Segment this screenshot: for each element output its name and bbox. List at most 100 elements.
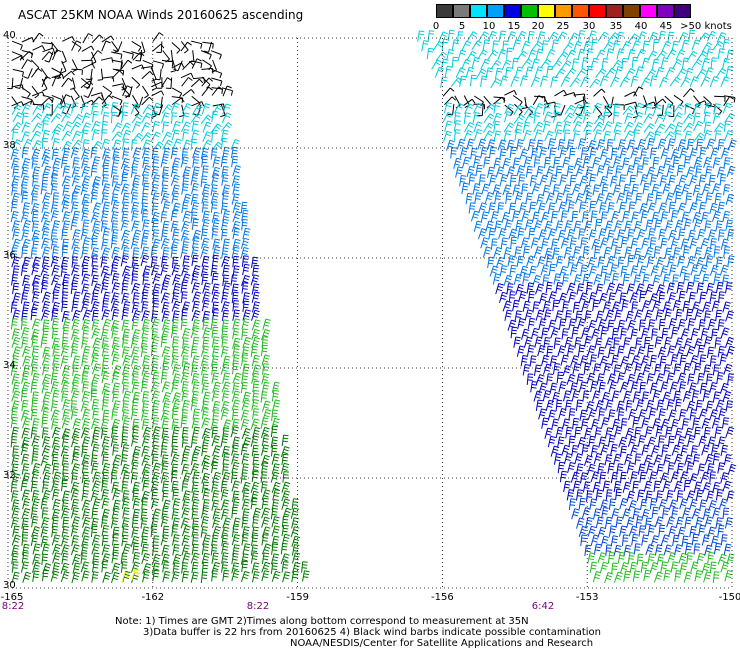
wind-barb [41, 246, 51, 258]
wind-barb [120, 561, 128, 573]
wind-barb [620, 236, 628, 249]
wind-barb [576, 517, 585, 529]
wind-barb [61, 479, 68, 492]
wind-barb [648, 228, 656, 240]
wind-barb [42, 94, 54, 104]
wind-barb [667, 255, 676, 267]
wind-barb [20, 292, 29, 304]
wind-barb [222, 419, 232, 431]
wind-barb [524, 112, 535, 123]
wind-barb [725, 193, 735, 205]
wind-barb [151, 147, 159, 160]
wind-barb [706, 346, 715, 359]
wind-barb [513, 273, 523, 285]
wind-barb [171, 62, 185, 69]
wind-barb [470, 147, 478, 160]
wind-barb [592, 102, 603, 114]
wind-barb [709, 76, 720, 88]
wind-barb [21, 336, 29, 349]
wind-barb [10, 122, 23, 132]
wind-barb [643, 123, 655, 133]
wind-barb [566, 489, 575, 501]
wind-barb [706, 48, 714, 60]
wind-barb [628, 408, 637, 421]
wind-barb [572, 183, 582, 195]
wind-barb [678, 290, 686, 303]
wind-barb [687, 434, 696, 447]
wind-barb [101, 436, 110, 448]
wind-barb [81, 499, 91, 511]
wind-barb [121, 409, 130, 421]
wind-barb [650, 535, 660, 547]
wind-barb [595, 489, 603, 501]
wind-barb [443, 130, 452, 142]
wind-barb [717, 524, 725, 537]
wind-barb [190, 399, 198, 411]
wind-barb [657, 138, 667, 150]
wind-barb [512, 210, 520, 222]
wind-barb [112, 526, 120, 538]
wind-barb [151, 335, 160, 348]
wind-barb [652, 300, 661, 312]
wind-barb [652, 274, 661, 287]
wind-barb [252, 380, 260, 393]
wind-barb [110, 166, 118, 178]
wind-barb [713, 246, 721, 258]
wind-barb [480, 75, 488, 87]
wind-barb [222, 210, 231, 222]
wind-barb [180, 416, 188, 429]
wind-barb [121, 426, 129, 438]
wind-barb [260, 426, 270, 439]
wind-barb [121, 481, 129, 493]
wind-barb [142, 571, 150, 583]
wind-barb [82, 516, 91, 528]
wind-barb [550, 76, 558, 88]
wind-barb [191, 373, 200, 385]
wind-barb [674, 398, 682, 411]
wind-barb [703, 129, 712, 141]
wind-barb [251, 534, 259, 546]
wind-barb [221, 336, 229, 348]
wind-barb [42, 391, 52, 403]
wind-barb [91, 534, 101, 546]
wind-barb [142, 400, 150, 412]
wind-barb [628, 525, 638, 537]
wind-barb [81, 264, 89, 277]
wind-barb [627, 552, 635, 564]
wind-barb [712, 452, 720, 465]
wind-barb [506, 47, 513, 60]
wind-barb [527, 290, 535, 303]
wind-barb [230, 139, 240, 150]
wind-barb [644, 103, 653, 116]
pass-time-label: 8:22 [246, 601, 270, 612]
wind-barb [720, 238, 729, 250]
wind-barb [141, 463, 151, 475]
wind-barb [569, 77, 581, 88]
wind-barb [637, 463, 646, 475]
wind-barb [690, 445, 699, 457]
wind-barb [201, 400, 210, 412]
wind-barb [240, 472, 248, 484]
wind-barb [625, 68, 636, 79]
wind-barb [160, 515, 169, 528]
wind-barb [271, 543, 279, 555]
wind-barb [557, 139, 566, 151]
wind-barb [92, 560, 100, 573]
wind-barb [42, 319, 50, 331]
wind-barb [22, 345, 31, 357]
wind-barb [50, 201, 59, 213]
wind-barb [191, 254, 199, 267]
wind-barb [192, 147, 201, 159]
wind-barb [92, 426, 101, 438]
wind-barb [101, 534, 109, 547]
wind-barb [493, 96, 506, 105]
wind-barb [52, 345, 60, 357]
wind-barb [131, 64, 145, 70]
wind-barb [706, 490, 715, 502]
wind-barb [667, 345, 676, 357]
wind-barb [608, 498, 616, 510]
wind-barb [130, 183, 140, 195]
wind-barb [712, 391, 721, 403]
wind-barb [92, 220, 101, 232]
wind-barb [211, 301, 219, 313]
